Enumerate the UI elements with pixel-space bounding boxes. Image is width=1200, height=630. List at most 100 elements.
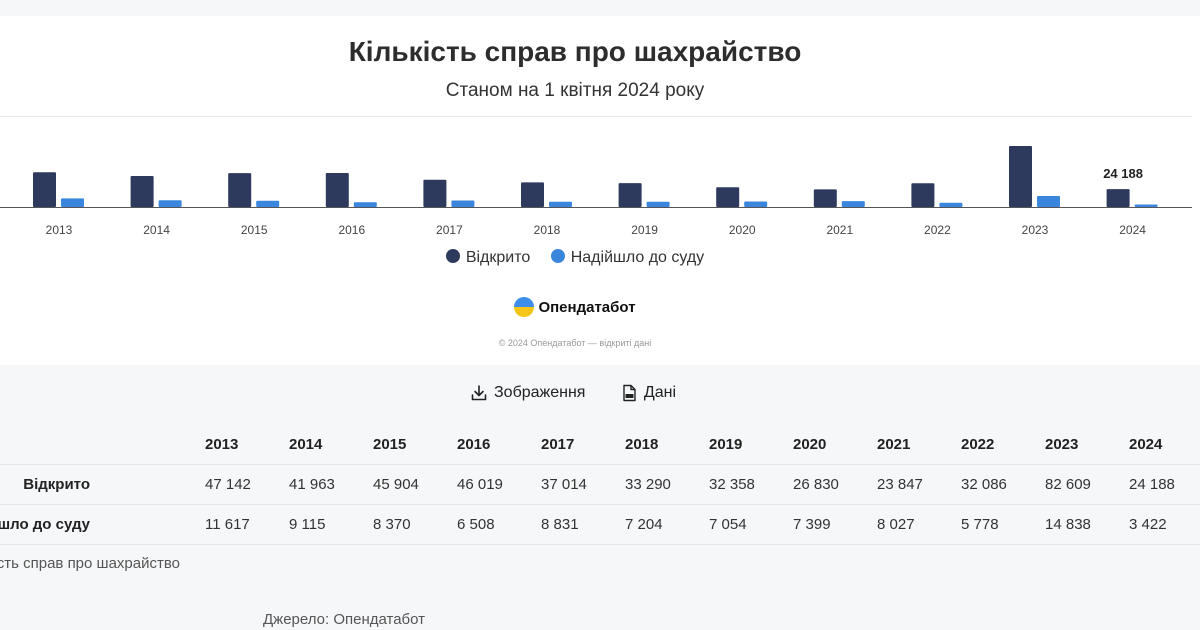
table-header-row: 2013 2014 2015 2016 2017 2018 2019 2020 2021 2022… [0,425,1200,465]
x-tick-label: 2021 [826,223,853,236]
bar-to-court-2018[interactable] [549,201,572,207]
bar-opened-2024[interactable] [1106,189,1130,207]
table-cell: 14 838 [1045,516,1091,533]
column-header[interactable]: 2014 [289,436,323,453]
x-tick-label: 2016 [338,223,365,236]
x-tick-label: 2017 [436,223,463,236]
table-cell: 5 778 [961,516,999,533]
table-row: Надійшло до суду 11 617 9 115 8 370 6 508 8 … [0,505,1200,545]
column-header[interactable]: 2019 [709,436,743,453]
opendatabot-logo[interactable]: Опендатабот [0,297,1150,317]
bar-to-court-2016[interactable] [353,202,377,207]
table-cell: 8 370 [373,516,411,533]
bar-opened-2018[interactable] [521,182,544,207]
x-tick-label: 2018 [534,223,561,236]
bar-opened-2020[interactable] [716,187,740,207]
download-image-button[interactable]: Зображення [470,384,585,402]
legend-label-to-court: Надійшло до суду [570,249,705,266]
column-header[interactable]: 2020 [793,436,827,453]
column-header[interactable]: 2016 [457,436,491,453]
column-header[interactable]: 2021 [877,436,911,453]
x-tick-label: 2015 [241,223,268,236]
table-cell: 41 963 [289,476,335,493]
table-cell: 8 027 [877,516,915,533]
bar-to-court-2023[interactable] [1037,196,1060,207]
bar-opened-2014[interactable] [130,176,154,207]
column-header[interactable]: 2022 [961,436,995,453]
bar-to-court-2020[interactable] [744,201,768,208]
x-tick-label: 2019 [631,223,658,236]
legend-label-opened: Відкрито [465,249,531,266]
bar-to-court-2024[interactable] [1134,204,1158,208]
bar-opened-2021[interactable] [813,189,837,207]
bar-to-court-2021[interactable] [841,201,865,207]
download-data-button[interactable]: Дані [620,384,676,402]
legend-dot-opened [445,249,460,263]
table-cell: 23 847 [877,476,923,493]
x-tick-label: 2014 [143,223,170,236]
logo-icon [514,297,535,317]
column-header[interactable]: 2023 [1045,436,1079,453]
table-cell: 24 188 [1129,476,1175,493]
bar-to-court-2022[interactable] [939,202,963,207]
logo-text: Опендатабот [538,299,636,316]
bar-to-court-2019[interactable] [646,201,670,207]
bar-opened-2022[interactable] [911,183,935,207]
chart-subtitle: Станом на 1 квітня 2024 року [445,80,705,101]
legend-item-to-court[interactable]: Надійшло до суду [550,249,705,267]
table-cell: 26 830 [793,476,839,493]
x-tick-label: 2022 [924,223,951,236]
bar-chart: 2013 2014 2015 2016 2017 2018 2019 2020 2021 2022… [0,146,1192,236]
x-tick-label: 2013 [46,223,73,236]
table-cell: 46 019 [457,476,503,493]
x-tick-label: 2024 [1119,223,1146,236]
legend-item-opened[interactable]: Відкрито [445,249,531,267]
column-header[interactable]: 2015 [373,436,407,453]
download-data-label: Дані [643,384,677,401]
row-label-opened: Відкрито [23,476,90,493]
download-icon [471,385,487,401]
csv-file-icon [623,384,636,402]
copyright-text: © 2024 Опендатабот — відкриті дані [498,338,652,348]
source-text: Джерело: Опендатабот [263,611,426,628]
bar-opened-2019[interactable] [618,183,642,207]
chart-legend: Відкрито Надійшло до суду [0,249,1150,267]
row-label-to-court: Надійшло до суду [0,516,90,533]
table-cell: 8 831 [541,516,579,533]
table-cell: 7 399 [793,516,831,533]
bar-opened-2013[interactable] [33,172,56,207]
table-cell: 9 115 [289,516,326,533]
download-image-label: Зображення [494,384,586,401]
column-header[interactable]: 2013 [205,436,239,453]
table-cell: 11 617 [205,516,250,533]
table-cell: 7 054 [709,516,747,533]
table-cell: 45 904 [373,476,419,493]
bar-to-court-2013[interactable] [61,198,84,207]
table-cell: 33 290 [625,476,671,493]
title-divider [0,116,1192,117]
table-cell: 37 014 [541,476,587,493]
bar-opened-2023[interactable] [1009,146,1032,207]
table-cell: 6 508 [457,516,495,533]
table-cell: 7 204 [625,516,663,533]
bar-to-court-2014[interactable] [158,200,182,207]
column-header[interactable]: 2018 [625,436,659,453]
table-cell: 32 086 [961,476,1007,493]
table-cell: 47 142 [205,476,251,493]
column-header[interactable]: 2024 [1129,436,1163,453]
data-label: 24 188 [1103,166,1143,181]
bar-to-court-2015[interactable] [256,200,280,207]
chart-title: Кількість справ про шахрайство [348,36,802,67]
table-row: Відкрито 47 142 41 963 45 904 46 019 37 014 3… [0,465,1200,505]
legend-dot-to-court [550,249,565,263]
chart-card: Кількість справ про шахрайство Станом на… [0,16,1200,365]
column-header[interactable]: 2017 [541,436,575,453]
bar-opened-2016[interactable] [325,173,349,207]
bar-opened-2015[interactable] [228,173,252,207]
x-tick-label: 2020 [729,223,756,236]
table-cell: 3 422 [1129,516,1167,533]
x-tick-label: 2023 [1022,223,1049,236]
bar-opened-2017[interactable] [423,179,447,207]
bar-to-court-2017[interactable] [451,200,475,208]
download-actions: Зображення Дані [470,384,706,407]
